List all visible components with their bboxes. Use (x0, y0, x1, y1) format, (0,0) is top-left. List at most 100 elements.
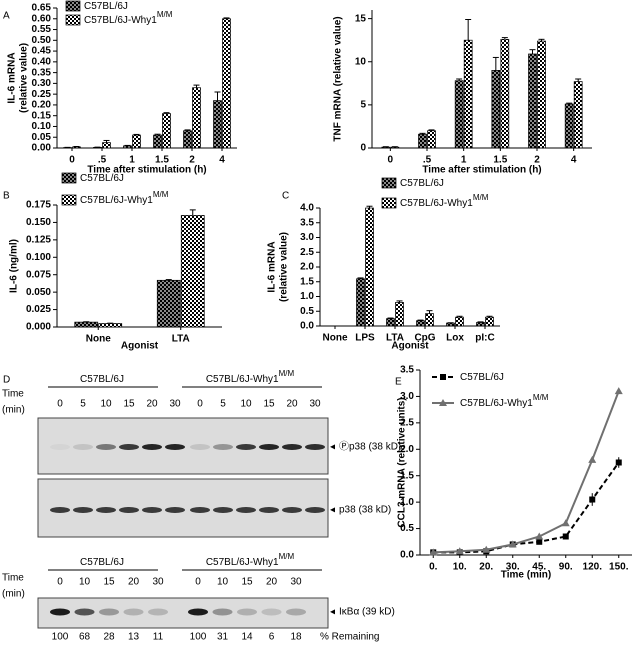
x-tick-label: None (323, 333, 348, 344)
y-tick-label: 4.0 (300, 203, 314, 214)
y-tick-label: 0.35 (32, 67, 52, 78)
blot-band (282, 444, 302, 450)
error-bar (428, 129, 435, 131)
time-value: 10 (79, 577, 91, 588)
error-bar (575, 78, 582, 82)
bar (528, 53, 537, 149)
bar (222, 18, 231, 149)
bar (98, 323, 123, 328)
legend-label-superscript: M/M (533, 393, 549, 402)
y-tick-label: 1.0 (300, 291, 314, 302)
time-value: 10 (217, 577, 229, 588)
panel-letter: A (3, 11, 10, 22)
error-bar (566, 102, 573, 105)
time-value: 10 (240, 399, 252, 410)
blot-band (73, 507, 93, 513)
marker (588, 455, 597, 463)
blot-band (50, 608, 70, 616)
legend-label: C57BL/6J-Why1M/M (80, 190, 169, 206)
error-bar (193, 84, 200, 88)
bar (476, 322, 485, 327)
error-bar (456, 78, 463, 81)
y-tick-label: 5 (360, 100, 366, 111)
percent-remaining: 11 (153, 632, 164, 643)
percent-remaining: 18 (290, 632, 302, 643)
y-axis-label: (relative value) (279, 232, 290, 302)
time-value: 5 (220, 399, 226, 410)
blot-band (237, 608, 257, 616)
x-tick-label: LTA (172, 334, 190, 345)
blot-band (188, 608, 208, 616)
blot-band (96, 444, 116, 450)
bar (74, 321, 99, 328)
error-bar (486, 315, 493, 318)
blot-band (119, 507, 139, 513)
y-axis-label: TNF mRNA (relative value) (333, 16, 344, 141)
error-bar (103, 139, 110, 143)
band-arrow: ◂ (330, 607, 335, 618)
legend-swatch (381, 177, 397, 189)
bar (427, 130, 436, 149)
blot-band (305, 444, 325, 450)
blot-band (119, 444, 139, 450)
bar (418, 133, 427, 149)
y-tick-label: 0.40 (32, 56, 52, 67)
marker (615, 459, 622, 466)
x-tick-label: 120. (583, 562, 603, 573)
error-bar (214, 91, 221, 101)
strain-label-main: C57BL/6J-Why1 (206, 374, 279, 385)
y-axis-label: (relative value) (19, 43, 30, 113)
blot-band (50, 507, 70, 513)
y-tick-label: 0.05 (32, 132, 52, 143)
legend-label-superscript: M/M (157, 10, 173, 19)
time-value: 30 (290, 577, 302, 588)
y-axis-label: IL-6 mRNA (267, 241, 278, 292)
line (433, 390, 620, 554)
error-bar (465, 18, 472, 41)
y-tick-label: 0.50 (32, 35, 52, 46)
x-axis-label: Agonist (121, 341, 159, 352)
y-tick-label: 0.30 (32, 78, 52, 89)
x-tick-label: 0 (69, 155, 75, 166)
blot-band (50, 444, 70, 450)
x-tick-label: LTA (386, 333, 404, 344)
error-bar (477, 321, 484, 323)
legend-label-main: C57BL/6J-Why1 (84, 15, 157, 26)
y-tick-label: 0 (360, 143, 366, 154)
y-tick-label: 0.65 (32, 3, 52, 14)
x-tick-label: 20. (479, 562, 493, 573)
error-bar (538, 38, 545, 42)
x-tick-label: 45. (532, 562, 546, 573)
x-axis-label: Time after stimulation (h) (87, 165, 206, 176)
strain-label: C57BL/6J-Why1M/M (206, 552, 295, 568)
bar (454, 80, 464, 149)
y-tick-label: 1.0 (400, 497, 414, 508)
marker (482, 545, 491, 553)
blot-band (190, 507, 210, 513)
error-bar (456, 315, 463, 318)
bar (213, 100, 222, 149)
panel-letter: B (3, 191, 10, 202)
band-label: IκBα (39 kD) (339, 607, 395, 618)
x-tick-label: 1 (129, 155, 135, 166)
bar (153, 134, 162, 149)
x-tick-label: Lox (446, 333, 464, 344)
bar (356, 278, 365, 327)
y-tick-label: 0.025 (26, 304, 51, 315)
y-tick-label: 0.100 (26, 252, 51, 263)
x-axis-label: Time (min) (501, 570, 551, 581)
legend-label: C57BL/6J-Why1M/M (400, 193, 489, 209)
y-tick-label: 0.0 (300, 321, 314, 332)
time-value: 30 (152, 577, 164, 588)
marker (589, 496, 596, 503)
bar (463, 39, 473, 149)
x-tick-label: 0. (429, 562, 438, 573)
legend-swatch (65, 14, 81, 26)
marker (429, 548, 438, 556)
marker (614, 387, 623, 395)
bar (425, 313, 434, 327)
error-bar (133, 133, 140, 136)
error-bar (184, 129, 191, 131)
x-tick-label: 90. (559, 562, 573, 573)
y-tick-label: 0.075 (26, 269, 51, 280)
